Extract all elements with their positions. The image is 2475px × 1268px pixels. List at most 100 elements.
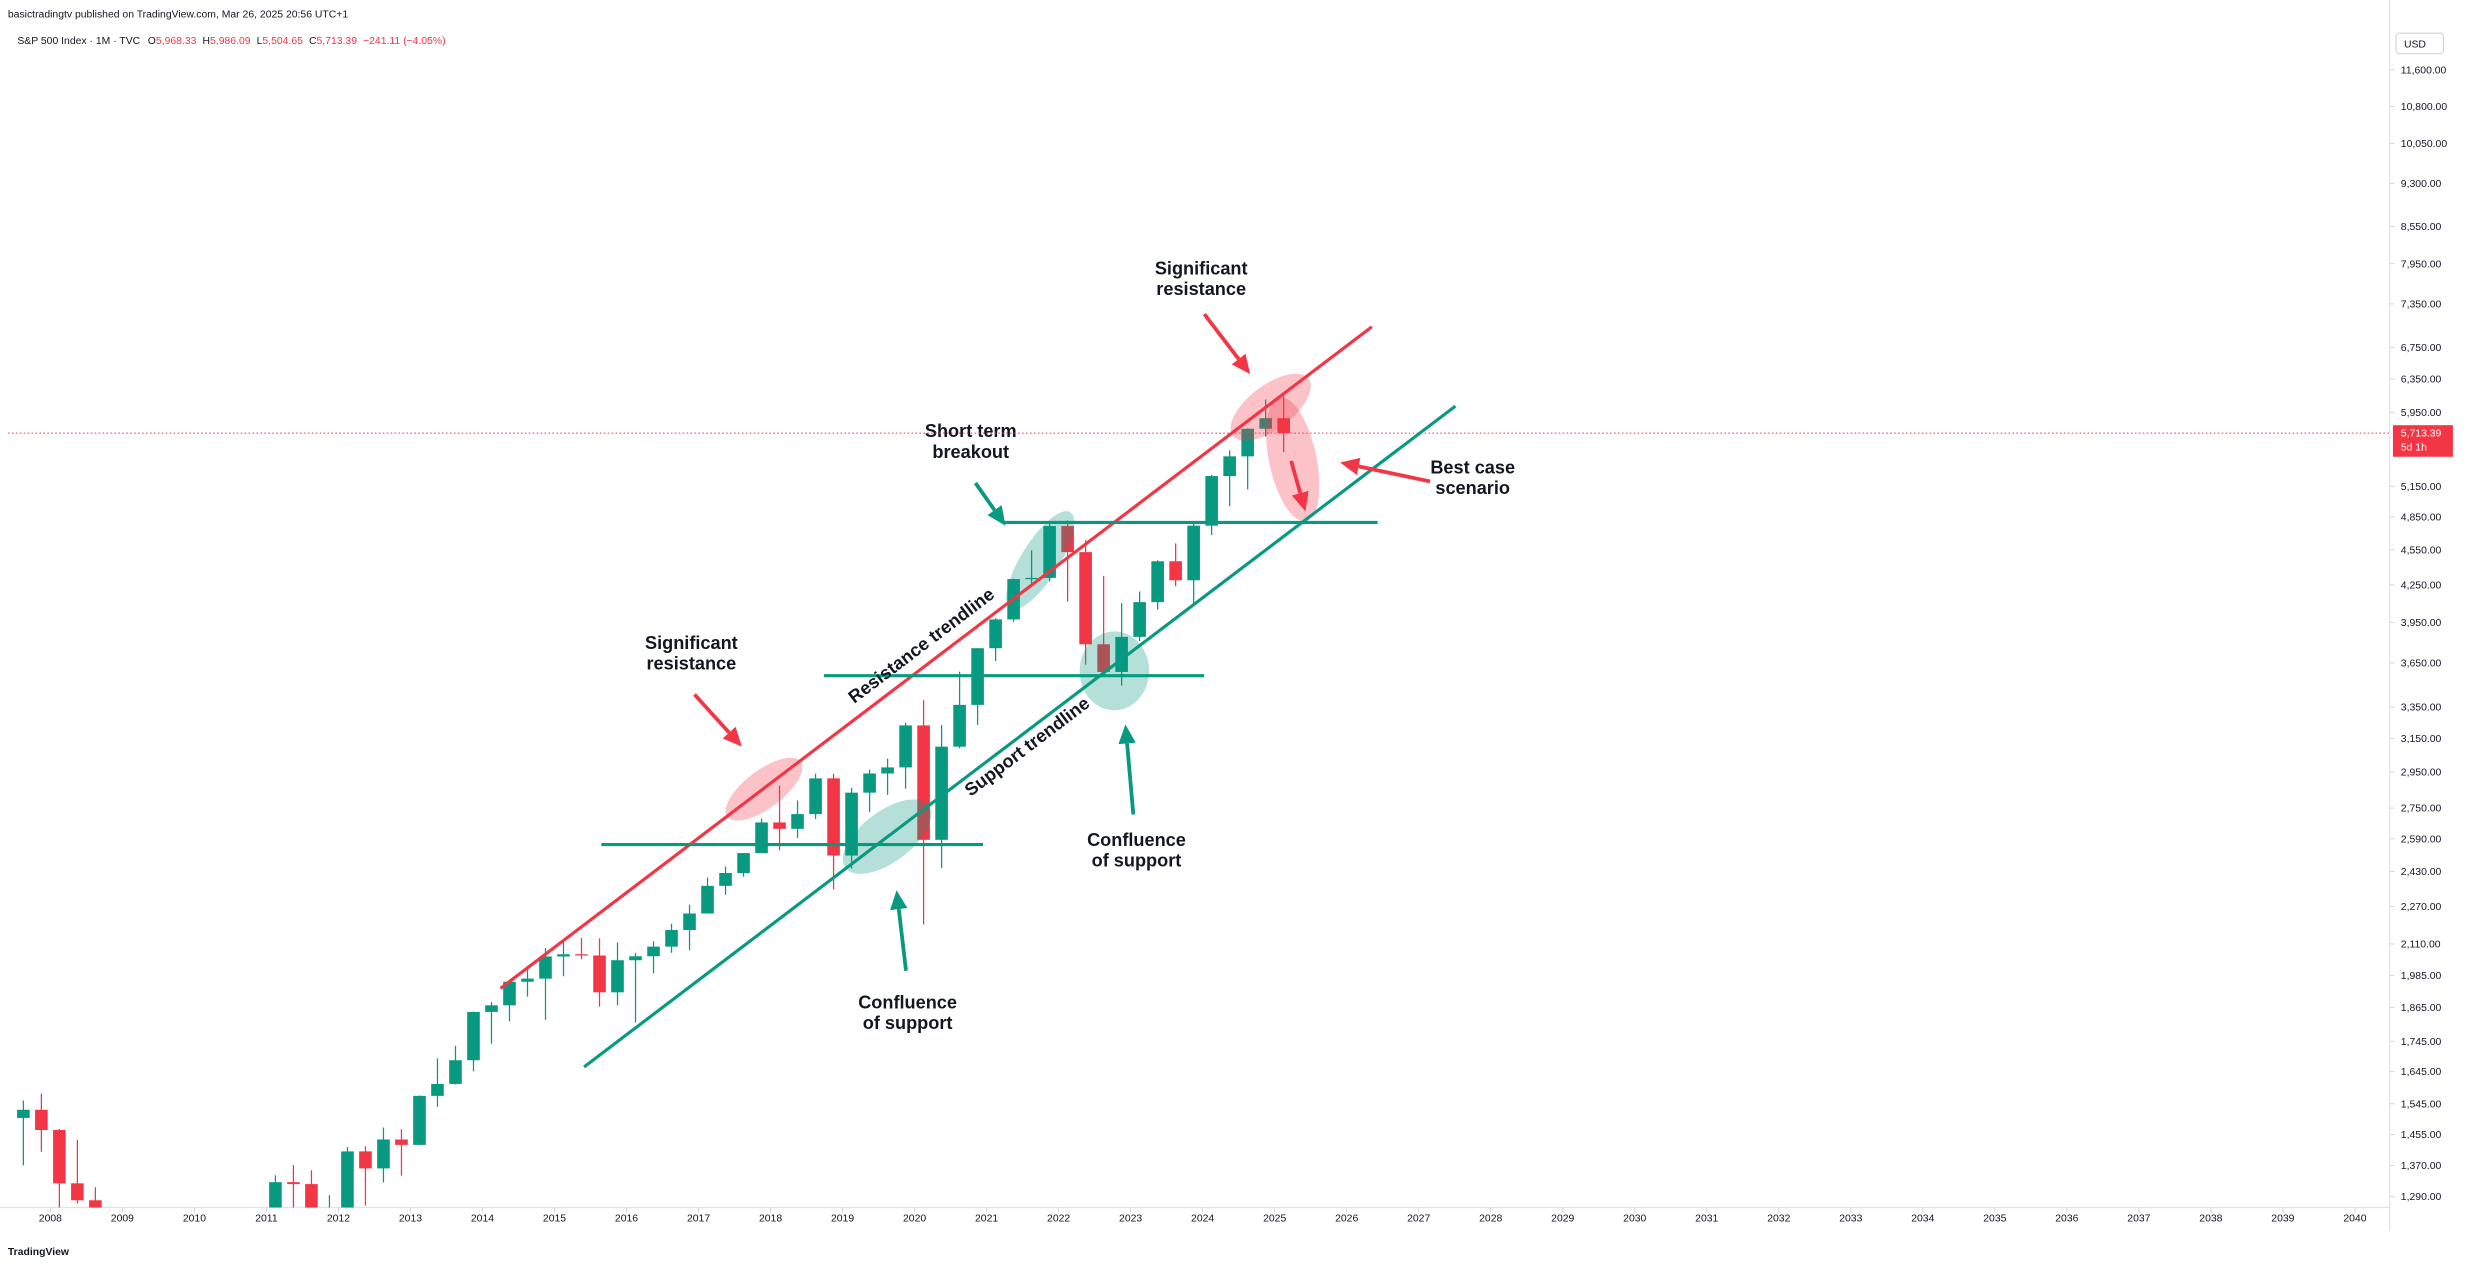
- annotation: resistance: [1156, 279, 1246, 299]
- legend-open-label: O: [148, 36, 156, 47]
- x-tick-label: 2029: [1551, 1214, 1574, 1225]
- candle-body: [1187, 525, 1200, 581]
- candle-body: [71, 1183, 84, 1201]
- candle-body: [647, 946, 660, 957]
- y-tick-label: 3,150.00: [2401, 734, 2442, 745]
- x-tick-label: 2031: [1695, 1214, 1718, 1225]
- y-tick-label: 1,290.00: [2401, 1192, 2442, 1203]
- candle-body: [1025, 577, 1038, 580]
- candle-body: [557, 954, 570, 957]
- highlight-ellipse: [1006, 511, 1075, 610]
- x-tick-label: 2015: [543, 1214, 566, 1225]
- x-tick-label: 2027: [1407, 1214, 1430, 1225]
- x-tick-label: 2009: [111, 1214, 134, 1225]
- candle-body: [1079, 552, 1092, 645]
- candle-body: [863, 773, 876, 793]
- x-tick-label: 2008: [39, 1214, 62, 1225]
- x-tick-label: 2019: [831, 1214, 854, 1225]
- x-tick-label: 2036: [2055, 1214, 2078, 1225]
- candle-body: [1223, 456, 1236, 477]
- annotation: of support: [863, 1013, 953, 1033]
- y-tick-label: 4,850.00: [2401, 513, 2442, 524]
- candle-body: [1097, 644, 1110, 672]
- x-tick-label: 2020: [903, 1214, 926, 1225]
- y-tick-label: 10,800.00: [2401, 102, 2448, 113]
- x-tick-label: 2023: [1119, 1214, 1142, 1225]
- candle-body: [575, 954, 588, 956]
- y-tick-label: 7,950.00: [2401, 259, 2442, 270]
- candle-body: [503, 981, 516, 1006]
- candle-body: [377, 1139, 390, 1169]
- legend-high-label: H: [203, 36, 211, 47]
- candle-body: [701, 885, 714, 914]
- trendline: [499, 325, 1373, 990]
- y-tick-label: 10,050.00: [2401, 139, 2448, 150]
- y-tick-label: 2,110.00: [2401, 940, 2441, 951]
- annotation: Confluence: [1087, 830, 1186, 850]
- y-tick-label: 1,455.00: [2401, 1130, 2442, 1141]
- candle-body: [683, 913, 696, 931]
- candle-body: [611, 960, 624, 993]
- candle-body: [737, 853, 750, 874]
- y-tick-label: 1,645.00: [2401, 1067, 2442, 1078]
- y-tick-label: 2,430.00: [2401, 867, 2442, 878]
- x-tick-label: 2018: [759, 1214, 782, 1225]
- candle-body: [935, 746, 948, 840]
- candle-body: [539, 956, 552, 979]
- current-price-label: 5,713.39: [2401, 429, 2442, 440]
- y-tick-label: 1,985.00: [2401, 971, 2442, 982]
- arrow-shaft: [693, 693, 731, 734]
- arrow-shaft: [973, 481, 997, 512]
- candle-body: [431, 1083, 444, 1096]
- footer-logo: TradingView: [8, 1247, 70, 1258]
- candle-body: [35, 1109, 48, 1130]
- y-tick-label: 4,250.00: [2401, 580, 2442, 591]
- arrow-head: [1118, 724, 1136, 745]
- y-tick-label: 2,750.00: [2401, 804, 2442, 815]
- arrow-shaft: [896, 908, 908, 971]
- candle-body: [521, 978, 534, 982]
- y-tick-label: 6,750.00: [2401, 343, 2442, 354]
- currency-button[interactable]: [2395, 32, 2444, 55]
- legend: S&P 500 Index · 1M · TVC O5,968.33 H5,98…: [17, 36, 445, 47]
- candle-body: [305, 1184, 318, 1208]
- y-tick-label: 6,350.00: [2401, 375, 2442, 386]
- y-tick-label: 3,950.00: [2401, 618, 2442, 629]
- annotation: Significant: [645, 633, 738, 653]
- x-tick-label: 2038: [2199, 1214, 2222, 1225]
- annotation: Best case: [1430, 458, 1515, 478]
- candle-body: [1205, 476, 1218, 526]
- annotation: of support: [1092, 851, 1182, 871]
- arrow-shaft: [1125, 743, 1136, 815]
- y-tick-label: 5,150.00: [2401, 482, 2442, 493]
- candle-body: [665, 930, 678, 947]
- candle-body: [989, 619, 1002, 649]
- x-tick-label: 2022: [1047, 1214, 1070, 1225]
- candle-body: [341, 1151, 354, 1208]
- y-tick-label: 11,600.00: [2401, 66, 2447, 77]
- x-tick-label: 2014: [471, 1214, 494, 1225]
- y-tick-label: 1,745.00: [2401, 1037, 2442, 1048]
- annotation: resistance: [646, 653, 736, 673]
- x-tick-label: 2012: [327, 1214, 350, 1225]
- y-tick-label: 1,545.00: [2401, 1099, 2442, 1110]
- legend-open: 5,968.33: [156, 36, 197, 47]
- current-price-box: [2392, 425, 2453, 457]
- candle-body: [17, 1109, 30, 1118]
- legend-close: 5,713.39: [316, 36, 357, 47]
- candle-body: [89, 1200, 102, 1208]
- candle-body: [899, 725, 912, 768]
- candle-body: [53, 1129, 66, 1184]
- candle-body: [593, 955, 606, 993]
- legend-high: 5,986.09: [210, 36, 251, 47]
- y-tick-label: 4,550.00: [2401, 545, 2442, 556]
- candle-body: [809, 778, 822, 815]
- candle-body: [287, 1182, 300, 1185]
- candle-body: [1169, 561, 1182, 581]
- candle-body: [269, 1182, 282, 1208]
- legend-name: S&P 500 Index · 1M · TVC: [17, 36, 140, 47]
- currency: USD: [2404, 39, 2426, 50]
- candle-body: [719, 873, 732, 886]
